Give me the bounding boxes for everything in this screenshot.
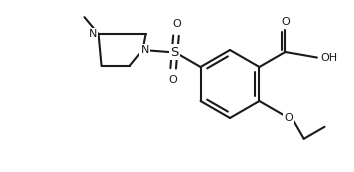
Text: O: O (284, 113, 293, 123)
Text: O: O (172, 19, 181, 29)
Text: N: N (141, 45, 149, 55)
Text: OH: OH (320, 53, 337, 63)
Text: O: O (169, 75, 177, 85)
Text: O: O (281, 17, 290, 27)
Text: S: S (170, 46, 179, 58)
Text: N: N (88, 29, 97, 39)
